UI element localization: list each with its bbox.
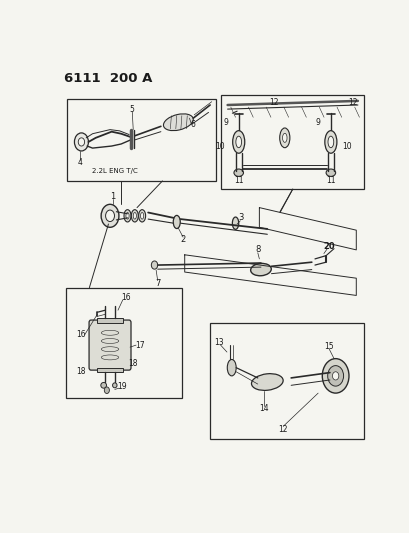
- Text: 19: 19: [117, 382, 126, 391]
- Ellipse shape: [251, 374, 283, 390]
- Text: 9: 9: [223, 118, 228, 127]
- Bar: [65, 288, 181, 399]
- Ellipse shape: [282, 133, 286, 142]
- Ellipse shape: [124, 209, 131, 222]
- Text: 12: 12: [348, 99, 357, 108]
- Circle shape: [78, 138, 84, 146]
- Circle shape: [106, 210, 114, 222]
- Text: 16: 16: [76, 330, 86, 340]
- Text: 12: 12: [278, 425, 287, 434]
- Circle shape: [151, 261, 157, 269]
- Bar: [67, 99, 216, 181]
- Text: 16: 16: [121, 293, 130, 302]
- Ellipse shape: [227, 359, 236, 376]
- Ellipse shape: [234, 169, 243, 176]
- Circle shape: [101, 204, 119, 227]
- Ellipse shape: [250, 263, 271, 276]
- Bar: [97, 318, 122, 322]
- Ellipse shape: [126, 213, 129, 219]
- FancyBboxPatch shape: [89, 320, 131, 370]
- Text: 8: 8: [254, 245, 260, 254]
- Bar: [210, 322, 363, 440]
- Text: 11: 11: [234, 176, 243, 185]
- Ellipse shape: [173, 215, 180, 229]
- Ellipse shape: [112, 383, 117, 388]
- Text: 3: 3: [238, 213, 243, 222]
- Text: 1: 1: [110, 191, 116, 200]
- Text: 18: 18: [128, 359, 138, 368]
- Circle shape: [321, 359, 348, 393]
- Text: 10: 10: [215, 142, 225, 150]
- Text: 17: 17: [135, 341, 144, 350]
- Text: 11: 11: [325, 176, 335, 185]
- Text: 15: 15: [324, 342, 333, 351]
- Text: 12: 12: [268, 99, 278, 108]
- Ellipse shape: [324, 131, 336, 153]
- Ellipse shape: [232, 131, 244, 153]
- Text: 6: 6: [190, 120, 195, 129]
- Ellipse shape: [279, 128, 289, 148]
- Text: 4: 4: [78, 158, 83, 167]
- Text: 10: 10: [342, 142, 351, 150]
- Ellipse shape: [133, 213, 136, 219]
- Circle shape: [332, 372, 338, 380]
- Ellipse shape: [131, 209, 138, 222]
- Ellipse shape: [327, 136, 333, 148]
- Text: 14: 14: [259, 404, 268, 413]
- Ellipse shape: [235, 136, 241, 148]
- Ellipse shape: [140, 213, 144, 219]
- Ellipse shape: [101, 383, 106, 388]
- Bar: [221, 95, 363, 189]
- Ellipse shape: [325, 169, 335, 176]
- Text: 7: 7: [155, 279, 160, 288]
- Text: 9: 9: [315, 118, 320, 127]
- Bar: [97, 368, 122, 372]
- Circle shape: [104, 387, 109, 393]
- Text: 20: 20: [323, 242, 334, 251]
- Ellipse shape: [232, 217, 238, 229]
- Ellipse shape: [163, 114, 193, 131]
- Text: 2: 2: [180, 235, 185, 244]
- Circle shape: [327, 366, 343, 386]
- Text: 6111  200 A: 6111 200 A: [64, 72, 152, 85]
- Circle shape: [74, 133, 88, 151]
- Ellipse shape: [138, 209, 145, 222]
- Text: 18: 18: [76, 367, 85, 376]
- Text: 13: 13: [213, 338, 223, 347]
- Text: 5: 5: [130, 104, 135, 114]
- Text: 2.2L ENG T/C: 2.2L ENG T/C: [92, 167, 137, 174]
